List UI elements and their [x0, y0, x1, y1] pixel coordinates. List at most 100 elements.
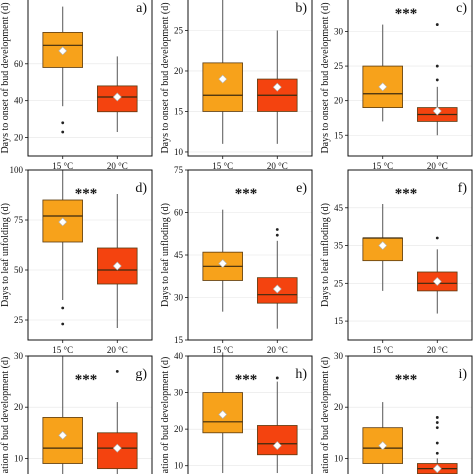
- x-tick-label: 15 °C: [212, 345, 233, 355]
- plot-frame: [187, 169, 313, 341]
- y-tick-label: 30: [14, 351, 24, 361]
- x-tick-label: 20 °C: [267, 161, 288, 171]
- outlier-point: [115, 369, 119, 373]
- box-15c: [362, 24, 403, 122]
- y-tick-label: 20: [14, 133, 24, 143]
- y-tick-label: 10: [174, 461, 184, 471]
- x-tick-label: 15 °C: [212, 161, 233, 171]
- box-20c: [417, 236, 458, 314]
- x-tick-label: 15 °C: [52, 345, 73, 355]
- panel-label: f): [458, 181, 468, 196]
- outlier-point: [435, 23, 439, 26]
- y-tick-label: 20: [174, 424, 184, 434]
- y-tick-label: 15: [334, 130, 344, 140]
- y-tick-label: 25: [334, 278, 344, 288]
- box-20c: [417, 23, 458, 136]
- y-tick-label: 40: [14, 96, 24, 106]
- box-15c: [202, 352, 243, 474]
- x-tick-label: 15 °C: [372, 345, 393, 355]
- outlier-point: [435, 64, 439, 68]
- mean-marker: [218, 410, 228, 419]
- outlier-point: [435, 441, 439, 445]
- significance-label: ***: [75, 186, 98, 202]
- plot-frame: [347, 355, 473, 474]
- y-tick-label: 25: [14, 315, 24, 325]
- panel-label: d): [135, 181, 147, 196]
- box-body: [202, 62, 243, 112]
- mean-marker: [432, 277, 442, 286]
- significance-label: ***: [75, 372, 98, 388]
- y-tick-label: 45: [174, 250, 184, 260]
- outlier-point: [275, 228, 279, 231]
- mean-marker: [218, 259, 228, 268]
- outlier-point: [435, 78, 439, 82]
- panel-f: 15 25 35 45 15 °C 20 °C Days to leaf unfloding…: [320, 169, 473, 355]
- significance-label: ***: [235, 372, 258, 388]
- mean-marker: [378, 241, 388, 250]
- plot-frame: [27, 355, 153, 474]
- y-tick-label: 100: [10, 165, 24, 175]
- box-body: [257, 425, 298, 456]
- mean-marker: [378, 82, 388, 92]
- panel-label: a): [136, 1, 147, 16]
- box-body: [42, 417, 83, 464]
- y-tick-label: 35: [334, 241, 344, 251]
- plot-frame: [347, 0, 473, 157]
- outlier-point: [435, 421, 439, 424]
- panel-label: e): [296, 181, 307, 196]
- panel-label: b): [295, 1, 307, 16]
- y-tick-label: 40: [174, 351, 184, 361]
- mean-marker: [272, 82, 282, 92]
- outlier-point: [435, 416, 439, 419]
- plot-frame: [187, 0, 313, 157]
- significance-label: ***: [235, 186, 258, 202]
- panel-b: 10 15 20 25 15 °C 20 °C Days to onset of bud d…: [160, 0, 313, 171]
- box-20c: [257, 228, 298, 329]
- outlier-point: [435, 236, 439, 240]
- y-axis-label: ation of bud development (d): [160, 357, 171, 474]
- y-tick-label: 30: [334, 351, 344, 361]
- y-tick-label: 30: [174, 388, 184, 398]
- box-20c: [97, 369, 138, 474]
- outlier-point: [435, 451, 439, 455]
- y-tick-label: 60: [14, 59, 24, 69]
- x-tick-label: 15 °C: [372, 161, 393, 171]
- y-tick-label: 20: [174, 66, 184, 76]
- panel-label: i): [458, 367, 467, 382]
- y-tick-label: 20: [334, 402, 344, 412]
- box-20c: [257, 30, 298, 144]
- significance-label: ***: [395, 186, 418, 202]
- outlier-point: [435, 426, 439, 430]
- y-tick-label: 10: [174, 147, 184, 157]
- mean-marker: [112, 261, 122, 271]
- x-tick-label: 15 °C: [52, 161, 73, 171]
- mean-marker: [58, 46, 68, 56]
- y-tick-label: 75: [14, 215, 24, 225]
- plot-area: [28, 0, 152, 156]
- outlier-point: [61, 121, 65, 125]
- mean-marker: [432, 106, 442, 116]
- plot-frame: [27, 0, 153, 157]
- mean-marker: [58, 217, 68, 227]
- panel-label: h): [295, 367, 307, 382]
- box-15c: [202, 209, 243, 312]
- significance-label: ***: [395, 6, 418, 22]
- plot-frame: [187, 355, 313, 474]
- box-15c: [362, 402, 403, 474]
- y-axis-label: ation of bud development (d): [0, 357, 11, 474]
- y-tick-label: 15: [334, 316, 344, 326]
- box-15c: [42, 170, 83, 326]
- panel-c: 15 20 25 30 15 °C 20 °C Days to onset of bud d…: [320, 0, 473, 171]
- box-15c: [362, 204, 403, 291]
- x-tick-label: 20 °C: [427, 345, 448, 355]
- y-axis-label: Days to leaf unfloding (d): [160, 203, 171, 307]
- panel-label: g): [135, 367, 147, 382]
- panel-a: 20 40 60 15 °C 20 °C Days to onset of bud dev…: [0, 0, 153, 171]
- box-20c: [257, 376, 298, 474]
- outlier-point: [61, 322, 65, 326]
- panel-label: c): [456, 1, 467, 16]
- y-tick-label: 45: [334, 203, 344, 213]
- y-axis-label: Days to onset of bud development (d): [320, 2, 331, 153]
